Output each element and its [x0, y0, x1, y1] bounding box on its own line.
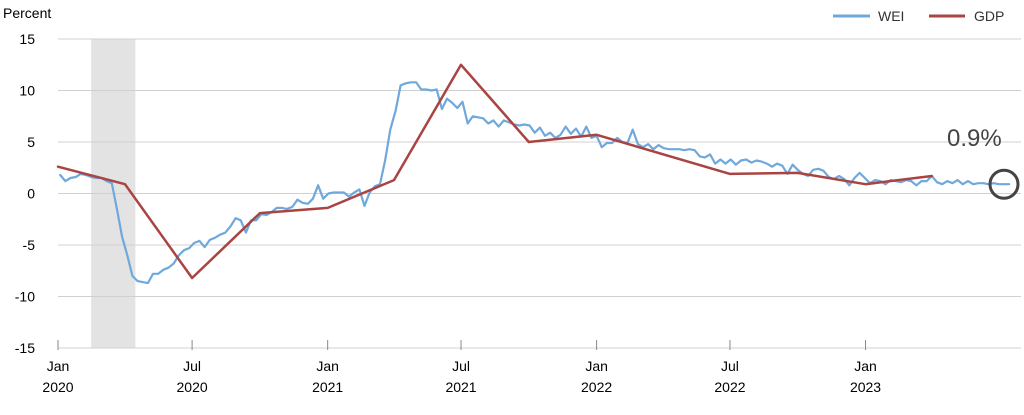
y-tick-label: 5	[27, 134, 35, 150]
y-tick-label: 15	[19, 31, 35, 47]
x-tick-year: 2020	[177, 379, 208, 395]
x-tick-month: Jul	[183, 358, 201, 374]
x-tick-year: 2022	[714, 379, 745, 395]
x-tick-month: Jan	[585, 358, 608, 374]
y-tick-label: -5	[23, 237, 36, 253]
y-axis: Percent 15 10 5 0 -5 -10 -15	[3, 5, 51, 356]
y-axis-title: Percent	[3, 5, 51, 21]
legend-label-gdp: GDP	[974, 8, 1004, 24]
x-tick-year: 2023	[850, 379, 881, 395]
x-tick-month: Jan	[854, 358, 877, 374]
gridlines	[58, 38, 1021, 349]
y-tick-label: -10	[15, 289, 35, 305]
x-axis: Jan 2020 Jul 2020 Jan 2021 Jul 2021 Jan 2022 Jul 20…	[42, 340, 881, 395]
series-line-gdp	[56, 63, 934, 280]
x-tick-month: Jan	[316, 358, 339, 374]
x-tick-year: 2021	[445, 379, 476, 395]
y-tick-label: 0	[27, 186, 35, 202]
x-tick-month: Jul	[721, 358, 739, 374]
callout-circle	[988, 168, 1020, 200]
series-line-wei	[59, 81, 1011, 285]
series-lines	[56, 63, 1011, 285]
x-tick-month: Jul	[452, 358, 470, 374]
x-tick-year: 2020	[42, 379, 73, 395]
y-tick-label: 10	[19, 83, 35, 99]
legend[interactable]: WEI GDP	[833, 8, 1004, 24]
y-tick-label: -15	[15, 340, 35, 356]
x-tick-year: 2021	[312, 379, 343, 395]
x-tick-month: Jan	[47, 358, 70, 374]
latest-value-callout: 0.9%	[947, 125, 1020, 200]
x-tick-year: 2022	[581, 379, 612, 395]
callout-label: 0.9%	[947, 125, 1002, 152]
legend-label-wei: WEI	[878, 8, 904, 24]
